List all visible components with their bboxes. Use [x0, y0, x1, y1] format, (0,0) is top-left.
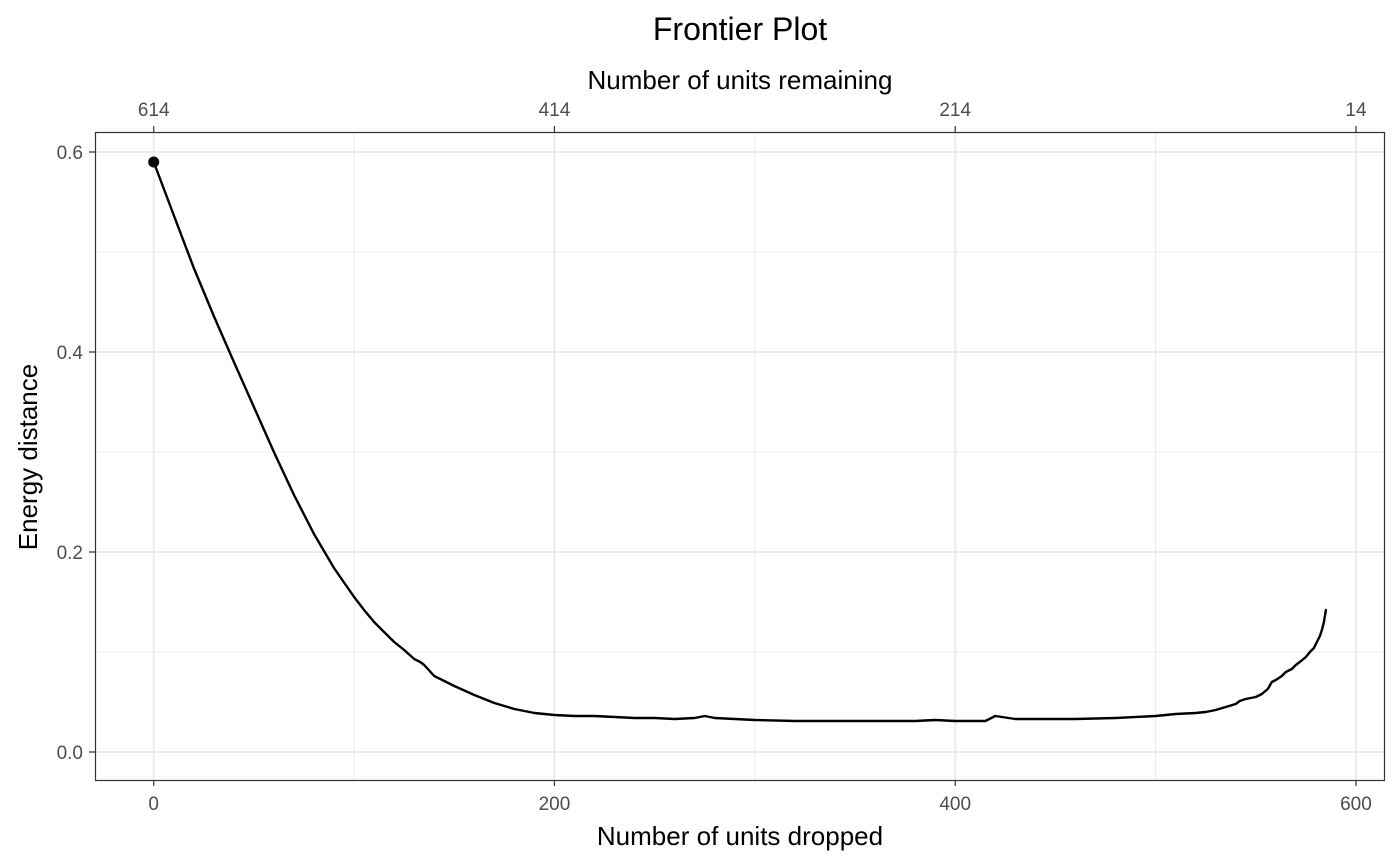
axis-ticks: 0 200 400 600 614 414 214 14 0.0 0.2 0.4 0.6 [57, 100, 1372, 815]
y-tick-label: 0.0 [57, 743, 83, 764]
x2-axis-title: Number of units remaining [588, 65, 893, 95]
panel-border [94, 131, 1386, 782]
grid [95, 132, 1384, 780]
x-axis-title: Number of units dropped [597, 821, 883, 851]
x-tick-label: 0 [148, 794, 159, 815]
y-axis-title: Energy distance [13, 364, 43, 550]
x2-tick-label: 214 [939, 100, 971, 121]
y-tick-label: 0.6 [57, 143, 83, 164]
start-point [148, 156, 160, 168]
x2-tick-label: 414 [539, 100, 571, 121]
x-tick-label: 200 [539, 794, 571, 815]
x-tick-label: 400 [939, 794, 971, 815]
x-tick-label: 600 [1340, 794, 1372, 815]
chart-title: Frontier Plot [653, 11, 827, 47]
y-tick-label: 0.2 [57, 543, 83, 564]
x2-tick-label: 14 [1345, 100, 1367, 121]
frontier-line [152, 160, 1328, 723]
y-tick-label: 0.4 [57, 343, 84, 364]
series-layer [148, 156, 1328, 723]
x2-tick-label: 614 [138, 100, 170, 121]
